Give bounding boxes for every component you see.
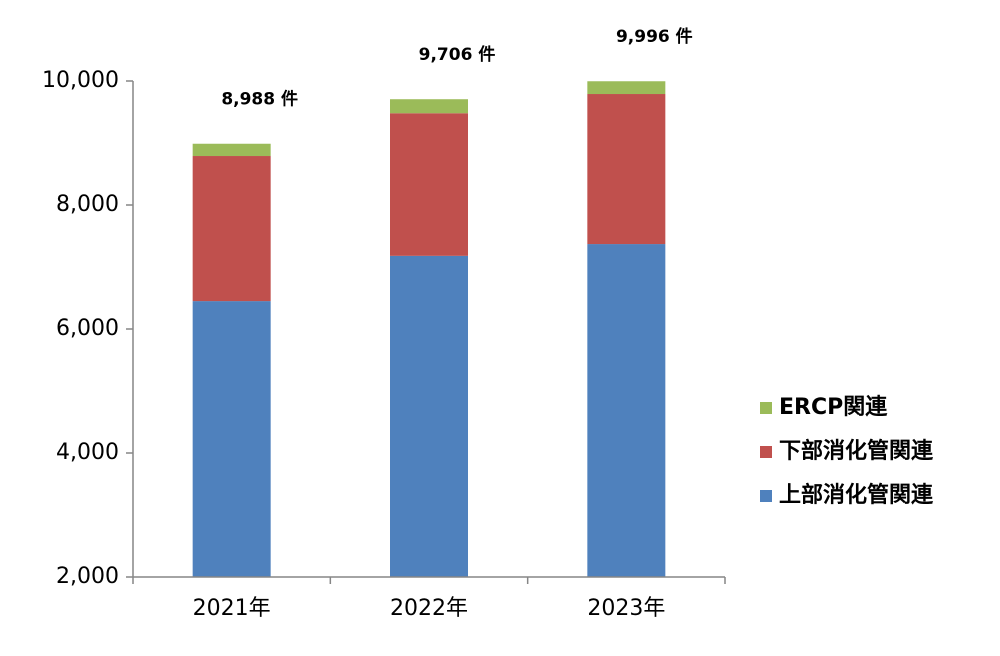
legend-swatch bbox=[760, 446, 772, 458]
x-tick-label: 2022年 bbox=[390, 596, 468, 621]
y-tick-label: 10,000 bbox=[42, 68, 119, 93]
bar-segment bbox=[587, 244, 666, 577]
x-tick-label: 2021年 bbox=[193, 596, 271, 621]
x-tick-label: 2023年 bbox=[587, 596, 665, 621]
total-label: 9,706 件 bbox=[419, 44, 496, 65]
total-label: 8,988 件 bbox=[221, 89, 298, 110]
legend-label: 上部消化管関連 bbox=[779, 482, 934, 508]
legend-label: 下部消化管関連 bbox=[779, 438, 934, 464]
bar-segment bbox=[192, 301, 271, 577]
bar-segment bbox=[390, 99, 468, 114]
y-tick-label: 4,000 bbox=[56, 440, 119, 465]
legend-swatch bbox=[760, 402, 772, 414]
bar-segment bbox=[192, 156, 271, 302]
bar-segment bbox=[192, 143, 271, 157]
y-tick-label: 2,000 bbox=[56, 564, 119, 589]
legend-label: ERCP関連 bbox=[779, 395, 888, 420]
bar-segment bbox=[587, 94, 666, 245]
y-tick-label: 6,000 bbox=[56, 316, 119, 341]
bar-segment bbox=[587, 81, 666, 95]
y-tick-label: 8,000 bbox=[56, 192, 119, 217]
bar-segment bbox=[390, 113, 468, 256]
bar-segment bbox=[390, 255, 468, 577]
total-label: 9,996 件 bbox=[616, 26, 693, 47]
legend-swatch bbox=[760, 490, 772, 502]
